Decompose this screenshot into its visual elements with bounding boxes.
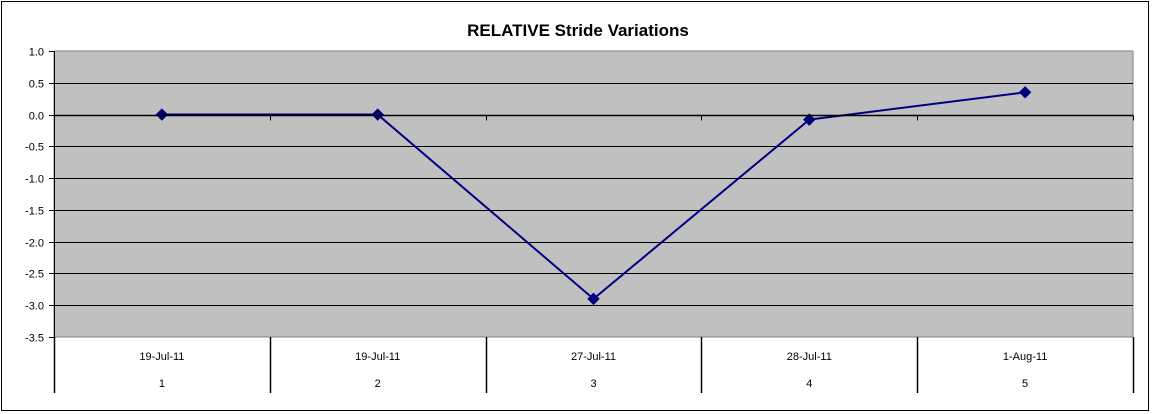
x-date-label: 27-Jul-11 bbox=[571, 351, 616, 363]
series-line-segment bbox=[377, 113, 595, 300]
y-tick-label: -1.5 bbox=[25, 206, 44, 218]
y-tick-label: -3.5 bbox=[25, 333, 44, 345]
plot-area bbox=[53, 50, 1134, 338]
data-point-marker bbox=[1018, 86, 1032, 99]
x-tick-label: 4 bbox=[806, 378, 812, 390]
y-tick-label: 1.0 bbox=[29, 47, 44, 59]
x-date-label: 19-Jul-11 bbox=[355, 351, 400, 363]
x-date-label: 1-Aug-11 bbox=[1003, 351, 1047, 363]
y-tick-label: 0.5 bbox=[29, 79, 44, 91]
x-date-label: 19-Jul-11 bbox=[139, 351, 184, 363]
y-tick-label: -3.0 bbox=[25, 301, 44, 313]
x-tick-label: 5 bbox=[1022, 378, 1028, 390]
series-layer bbox=[155, 86, 1032, 306]
y-tick-label: -2.0 bbox=[25, 238, 44, 250]
y-tick-label: -1.0 bbox=[25, 174, 44, 186]
data-point-marker bbox=[803, 113, 816, 126]
data-point-marker bbox=[587, 292, 600, 306]
axes: 1.0 0.5 0.0 -0.5 -1.0 -1.5 -2.0 -2.5 -3.0 -3.5 19-… bbox=[25, 47, 1135, 393]
y-tick-label: -2.5 bbox=[25, 269, 44, 281]
chart-title: RELATIVE Stride Variations bbox=[467, 21, 689, 40]
data-point-marker bbox=[155, 108, 169, 121]
y-tick-label: -0.5 bbox=[25, 142, 44, 154]
x-tick-label: 3 bbox=[590, 378, 596, 390]
series-line-segment bbox=[592, 118, 810, 300]
y-tick-label: 0.0 bbox=[29, 111, 44, 123]
x-tick-label: 1 bbox=[159, 378, 165, 390]
x-tick-label: 2 bbox=[375, 378, 381, 390]
plot-background bbox=[53, 50, 1134, 338]
data-point-marker bbox=[371, 108, 384, 121]
x-date-label: 28-Jul-11 bbox=[787, 351, 832, 363]
